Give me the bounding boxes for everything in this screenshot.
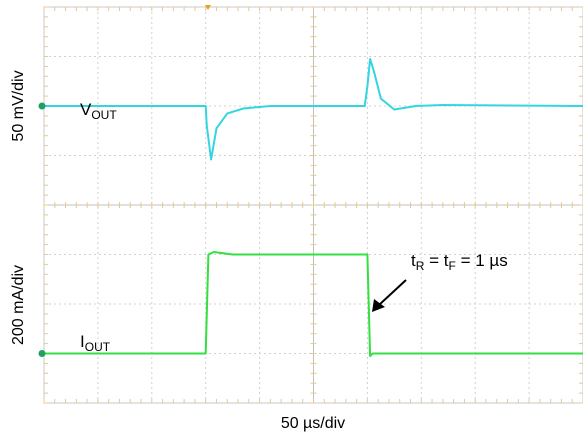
- vout-trace: [44, 58, 583, 161]
- annotation-arrow: [372, 279, 407, 312]
- iout-trace: [44, 251, 583, 357]
- vout-scale-label: 50 mV/div: [10, 70, 27, 141]
- iout-ground-marker: [38, 350, 46, 357]
- x-scale-label: 50 µs/div: [281, 415, 345, 432]
- vout-ground-marker: [38, 102, 46, 110]
- iout-scale-label: 200 mA/div: [10, 265, 27, 345]
- vout-label: VOUT: [80, 100, 117, 122]
- trigger-marker: [205, 5, 211, 10]
- grid: [43, 6, 583, 404]
- traces: [44, 58, 583, 357]
- rise-fall-annotation: tR = tF = 1 µs: [411, 251, 508, 273]
- iout-label: IOUT: [80, 332, 111, 354]
